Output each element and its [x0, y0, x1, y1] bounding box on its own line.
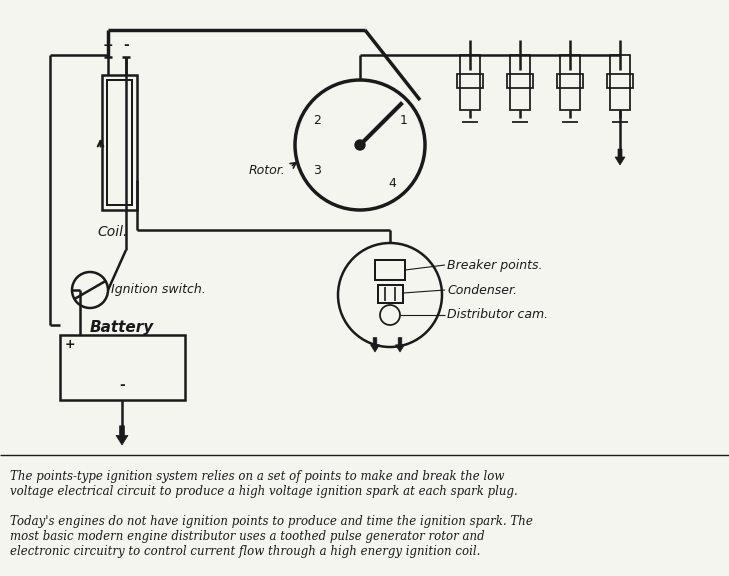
Text: 3: 3 [313, 164, 321, 176]
Text: Rotor.: Rotor. [249, 164, 285, 176]
Text: +: + [65, 338, 76, 351]
Text: The points-type ignition system relies on a set of points to make and break the : The points-type ignition system relies o… [10, 470, 518, 498]
Text: -: - [123, 38, 129, 52]
Bar [375, 260, 405, 280]
Bar [378, 285, 403, 303]
Text: +: + [103, 39, 113, 52]
Bar [103, 75, 138, 210]
Polygon shape [370, 338, 380, 352]
Text: Breaker points.: Breaker points. [447, 259, 542, 271]
Text: Condenser.: Condenser. [447, 283, 517, 297]
Bar [560, 55, 580, 110]
Text: Distributor cam.: Distributor cam. [447, 309, 548, 321]
Bar [507, 74, 533, 88]
Bar [107, 80, 133, 205]
Bar [510, 55, 530, 110]
Text: 4: 4 [389, 177, 396, 190]
Text: -: - [119, 378, 125, 392]
Bar [460, 55, 480, 110]
Text: Coil.: Coil. [98, 225, 128, 239]
Polygon shape [116, 426, 128, 445]
Text: Ignition switch.: Ignition switch. [111, 283, 206, 297]
Bar [607, 74, 633, 88]
Text: 2: 2 [313, 113, 321, 127]
Text: Today's engines do not have ignition points to produce and time the ignition spa: Today's engines do not have ignition poi… [10, 515, 533, 558]
Polygon shape [396, 338, 405, 352]
Bar [610, 55, 630, 110]
Bar [557, 74, 583, 88]
Bar [60, 335, 185, 400]
Text: 1: 1 [399, 113, 408, 127]
Polygon shape [615, 149, 625, 165]
Bar [457, 74, 483, 88]
Text: Battery: Battery [90, 320, 154, 335]
Circle shape [355, 140, 365, 150]
